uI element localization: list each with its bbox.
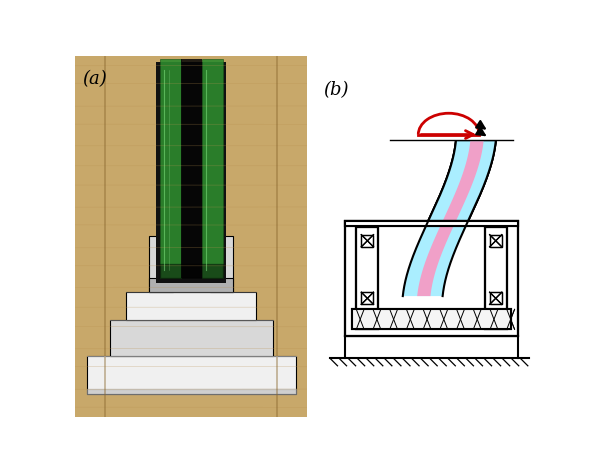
Bar: [352, 309, 511, 329]
Bar: [345, 221, 518, 336]
Bar: [490, 292, 502, 304]
Text: (b): (b): [323, 81, 349, 99]
Polygon shape: [417, 141, 484, 296]
Bar: [485, 227, 507, 329]
Text: (a): (a): [82, 70, 107, 88]
Polygon shape: [149, 236, 173, 292]
Bar: [356, 227, 379, 329]
Polygon shape: [86, 356, 296, 395]
Bar: [345, 221, 518, 336]
Bar: [361, 234, 373, 247]
Bar: [485, 227, 507, 329]
Polygon shape: [126, 292, 256, 320]
Bar: [345, 221, 518, 227]
Polygon shape: [202, 59, 223, 278]
Bar: [352, 309, 511, 329]
Polygon shape: [160, 59, 181, 278]
Bar: [345, 221, 518, 336]
Bar: [346, 221, 518, 336]
Polygon shape: [149, 278, 233, 292]
Bar: [361, 292, 373, 304]
Bar: [361, 234, 373, 247]
Polygon shape: [210, 236, 233, 292]
Bar: [490, 292, 502, 304]
Bar: [356, 227, 379, 329]
Polygon shape: [110, 320, 272, 356]
Bar: [345, 221, 518, 227]
Polygon shape: [403, 141, 496, 296]
Bar: [490, 234, 502, 247]
Polygon shape: [181, 59, 202, 278]
Bar: [485, 227, 507, 329]
Bar: [490, 234, 502, 247]
Bar: [345, 221, 518, 336]
Bar: [356, 227, 379, 329]
Polygon shape: [157, 62, 226, 284]
Polygon shape: [417, 141, 484, 296]
Bar: [361, 292, 373, 304]
Polygon shape: [403, 141, 496, 296]
